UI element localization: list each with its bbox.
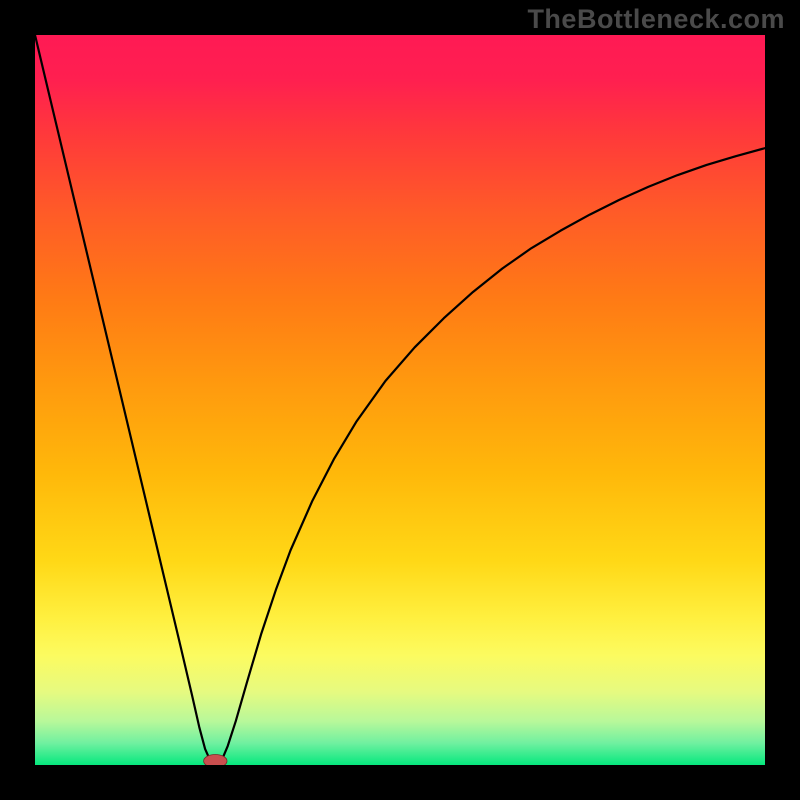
chart-svg xyxy=(35,35,765,765)
plot-area xyxy=(35,35,765,765)
watermark-text: TheBottleneck.com xyxy=(527,4,785,35)
min-marker xyxy=(204,754,227,765)
figure-container: TheBottleneck.com xyxy=(0,0,800,800)
gradient-background xyxy=(35,35,765,765)
